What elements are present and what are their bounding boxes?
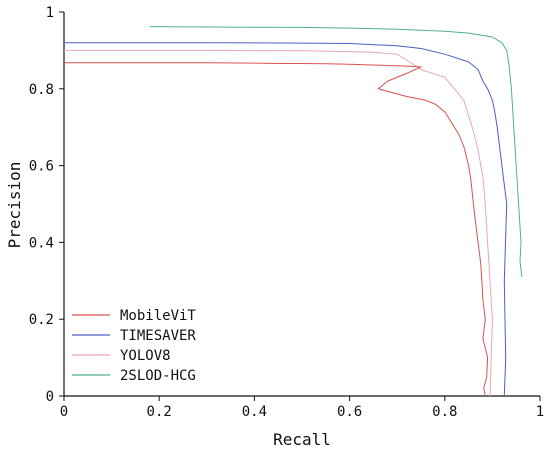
y-tick-label: 0.2 (29, 312, 54, 328)
legend-label: TIMESAVER (120, 328, 196, 344)
legend-label: 2SLOD-HCG (120, 368, 196, 384)
series-line-mobilevit (64, 62, 489, 397)
x-tick-label: 1 (536, 404, 544, 420)
chart-axes (63, 12, 540, 397)
y-tick-label: 0.4 (29, 235, 54, 251)
legend-label: MobileViT (120, 308, 196, 324)
chart-series (64, 26, 523, 397)
y-axis-title: Precision (5, 162, 24, 249)
x-axis-title: Recall (273, 430, 331, 449)
y-tick-label: 0.8 (29, 82, 54, 98)
chart-ticks: 0 0.2 0.4 0.6 0.8 1 0 0.2 0.4 0.6 0.8 1 (29, 5, 545, 420)
x-tick-label: 0.6 (337, 404, 362, 420)
series-line-yolov8 (64, 49, 493, 397)
x-tick-label: 0.8 (432, 404, 457, 420)
y-tick-label: 0 (46, 389, 54, 405)
x-tick-label: 0.2 (147, 404, 172, 420)
y-tick-label: 0.6 (29, 159, 54, 175)
x-tick-label: 0.4 (242, 404, 267, 420)
x-tick-label: 0 (60, 404, 68, 420)
series-line-timesaver (64, 42, 508, 397)
y-tick-label: 1 (46, 5, 54, 21)
series-line-2slod-hcg (149, 26, 523, 278)
legend-label: YOLOV8 (120, 348, 171, 364)
chart-legend: MobileViT TIMESAVER YOLOV8 2SLOD-HCG (72, 308, 196, 384)
